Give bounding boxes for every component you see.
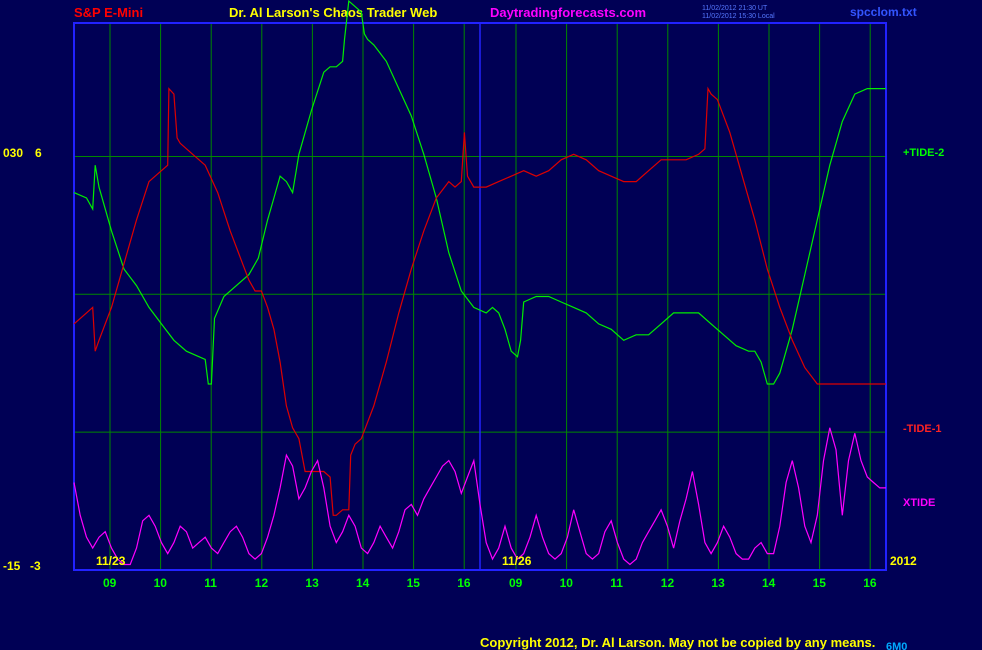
- x-tick-label: 14: [356, 576, 370, 590]
- year-label: 2012: [890, 554, 917, 568]
- x-tick-label: 15: [407, 576, 421, 590]
- timestamp-local: 11/02/2012 15:30 Local: [702, 13, 775, 20]
- x-tick-label: 10: [154, 576, 168, 590]
- x-tick-label: 13: [305, 576, 319, 590]
- date-marker-1: 11/23: [96, 554, 126, 568]
- date-marker-2: 11/26: [502, 554, 532, 568]
- file-name: spcclom.txt: [850, 5, 917, 19]
- x-tick-label: 11: [204, 576, 217, 590]
- x-tick-label: 13: [711, 576, 725, 590]
- x-tick-label: 09: [103, 576, 117, 590]
- y-top-label-b: 6: [35, 146, 42, 160]
- x-tick-label: 10: [560, 576, 574, 590]
- legend-xtide: XTIDE: [903, 497, 935, 509]
- copyright-notice: Copyright 2012, Dr. Al Larson. May not b…: [480, 635, 875, 650]
- x-tick-label: 11: [610, 576, 623, 590]
- legend-tide2: +TIDE-2: [903, 147, 944, 159]
- y-top-label-a: 030: [3, 146, 23, 160]
- y-bottom-label-a: -15: [3, 559, 21, 573]
- legend-tide1: -TIDE-1: [903, 423, 942, 435]
- x-tick-label: 12: [255, 576, 269, 590]
- series-line-tide-1: [73, 86, 886, 516]
- x-tick-label: 15: [813, 576, 827, 590]
- chart-title: Dr. Al Larson's Chaos Trader Web: [229, 5, 437, 20]
- corner-tag: 6M0: [886, 641, 907, 650]
- x-tick-labels: 09 10 11 12 13 14 15 16 09 10 11 12 13 14 15 16: [103, 576, 877, 590]
- x-tick-label: 14: [762, 576, 776, 590]
- x-tick-label: 16: [863, 576, 877, 590]
- symbol-title: S&P E-Mini: [74, 5, 143, 20]
- plot-grid: [74, 23, 886, 570]
- x-tick-label: 16: [457, 576, 471, 590]
- x-tick-label: 12: [661, 576, 675, 590]
- series-group: [73, 0, 886, 566]
- series-line-xtide: [73, 427, 886, 566]
- x-tick-label: 09: [509, 576, 523, 590]
- timestamp-ut: 11/02/2012 21:30 UT: [702, 5, 768, 12]
- y-bottom-label-b: -3: [30, 559, 41, 573]
- site-name: Daytradingforecasts.com: [490, 5, 646, 20]
